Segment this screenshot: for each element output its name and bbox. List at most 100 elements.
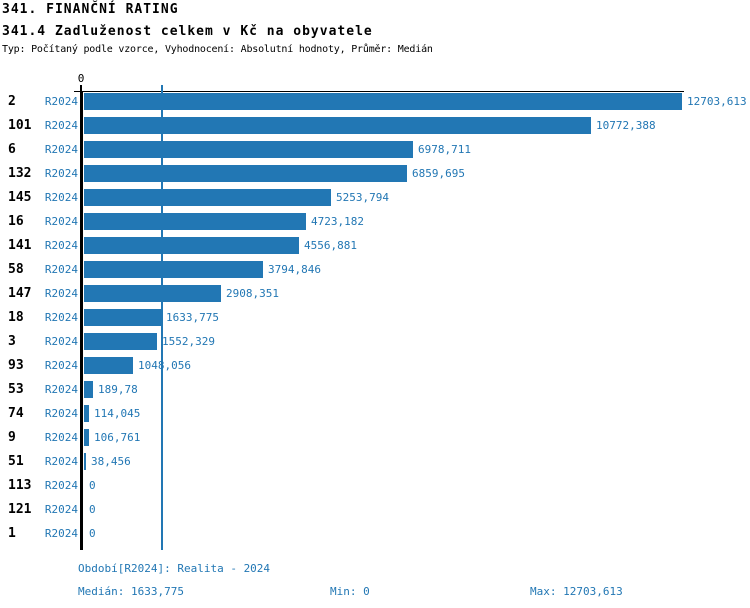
bar-value-label: 2908,351 [226, 287, 279, 300]
bar-value-label: 0 [89, 527, 96, 540]
bar-area: 38,456 [84, 450, 750, 474]
bar [84, 405, 89, 422]
bar-area: 12703,613 [84, 90, 750, 114]
bar-value-label: 38,456 [91, 455, 131, 468]
bar-area: 5253,794 [84, 186, 750, 210]
chart-row: 1 R2024 0 [0, 522, 750, 546]
row-category-label: 2 [8, 94, 16, 109]
chart-row: 58 R2024 3794,846 [0, 258, 750, 282]
bar [84, 261, 263, 278]
bar-value-label: 6978,711 [418, 143, 471, 156]
row-period-label: R2024 [44, 359, 78, 372]
chart-row: 6 R2024 6978,711 [0, 138, 750, 162]
row-period-label: R2024 [44, 479, 78, 492]
indicator-title: 341.4 Zadluženost celkem v Kč na obyvate… [2, 24, 373, 39]
chart-row: 132 R2024 6859,695 [0, 162, 750, 186]
chart-row: 74 R2024 114,045 [0, 402, 750, 426]
row-category-label: 18 [8, 310, 24, 325]
bar [84, 429, 89, 446]
bar-area: 10772,388 [84, 114, 750, 138]
bar-value-label: 12703,613 [687, 95, 747, 108]
footer-period: Období[R2024]: Realita - 2024 [78, 562, 271, 575]
bar-value-label: 0 [89, 503, 96, 516]
row-category-label: 51 [8, 454, 24, 469]
bar-area: 0 [84, 522, 750, 546]
bar-area: 1633,775 [84, 306, 750, 330]
chart-row: 93 R2024 1048,056 [0, 354, 750, 378]
bar-area: 114,045 [84, 402, 750, 426]
bar-area: 2908,351 [84, 282, 750, 306]
bar-value-label: 5253,794 [336, 191, 389, 204]
bar [84, 453, 86, 470]
row-category-label: 121 [8, 502, 32, 517]
chart-row: 141 R2024 4556,881 [0, 234, 750, 258]
row-period-label: R2024 [44, 527, 78, 540]
bar-value-label: 6859,695 [412, 167, 465, 180]
row-category-label: 141 [8, 238, 32, 253]
bar [84, 285, 221, 302]
bar-value-label: 4556,881 [304, 239, 357, 252]
bar-value-label: 4723,182 [311, 215, 364, 228]
bar [84, 93, 682, 110]
bar-area: 4723,182 [84, 210, 750, 234]
x-axis-zero-tick [80, 85, 82, 91]
row-category-label: 93 [8, 358, 24, 373]
bar-area: 106,761 [84, 426, 750, 450]
chart-row: 51 R2024 38,456 [0, 450, 750, 474]
footer-min: Min: 0 [330, 585, 370, 598]
bar-value-label: 1048,056 [138, 359, 191, 372]
row-period-label: R2024 [44, 95, 78, 108]
chart-row: 113 R2024 0 [0, 474, 750, 498]
bar [84, 237, 299, 254]
row-period-label: R2024 [44, 407, 78, 420]
bar-area: 0 [84, 474, 750, 498]
indicator-type-line: Typ: Počítaný podle vzorce, Vyhodnocení:… [2, 44, 433, 55]
chart-row: 3 R2024 1552,329 [0, 330, 750, 354]
bar-area: 1552,329 [84, 330, 750, 354]
bar [84, 357, 133, 374]
row-period-label: R2024 [44, 311, 78, 324]
row-category-label: 132 [8, 166, 32, 181]
row-category-label: 1 [8, 526, 16, 541]
bar-value-label: 3794,846 [268, 263, 321, 276]
bar-value-label: 1633,775 [166, 311, 219, 324]
row-category-label: 74 [8, 406, 24, 421]
row-category-label: 3 [8, 334, 16, 349]
chart-row: 16 R2024 4723,182 [0, 210, 750, 234]
row-period-label: R2024 [44, 503, 78, 516]
bar [84, 213, 306, 230]
bar-area: 4556,881 [84, 234, 750, 258]
row-category-label: 58 [8, 262, 24, 277]
chart-row: 18 R2024 1633,775 [0, 306, 750, 330]
chart-row: 2 R2024 12703,613 [0, 90, 750, 114]
row-period-label: R2024 [44, 431, 78, 444]
footer-max: Max: 12703,613 [530, 585, 623, 598]
chart-row: 147 R2024 2908,351 [0, 282, 750, 306]
bar [84, 309, 161, 326]
bar-area: 189,78 [84, 378, 750, 402]
y-axis-line [80, 91, 83, 550]
bar-area: 3794,846 [84, 258, 750, 282]
bar-value-label: 10772,388 [596, 119, 656, 132]
row-category-label: 9 [8, 430, 16, 445]
bar-area: 6978,711 [84, 138, 750, 162]
bar [84, 381, 93, 398]
bar [84, 189, 331, 206]
row-category-label: 147 [8, 286, 32, 301]
row-category-label: 16 [8, 214, 24, 229]
bar [84, 333, 157, 350]
chart-row: 101 R2024 10772,388 [0, 114, 750, 138]
bar-value-label: 0 [89, 479, 96, 492]
row-period-label: R2024 [44, 287, 78, 300]
row-category-label: 101 [8, 118, 32, 133]
row-category-label: 145 [8, 190, 32, 205]
row-period-label: R2024 [44, 119, 78, 132]
bar-value-label: 114,045 [94, 407, 141, 420]
bar [84, 117, 591, 134]
bar-area: 0 [84, 498, 750, 522]
row-period-label: R2024 [44, 191, 78, 204]
bar-area: 1048,056 [84, 354, 750, 378]
row-period-label: R2024 [44, 143, 78, 156]
